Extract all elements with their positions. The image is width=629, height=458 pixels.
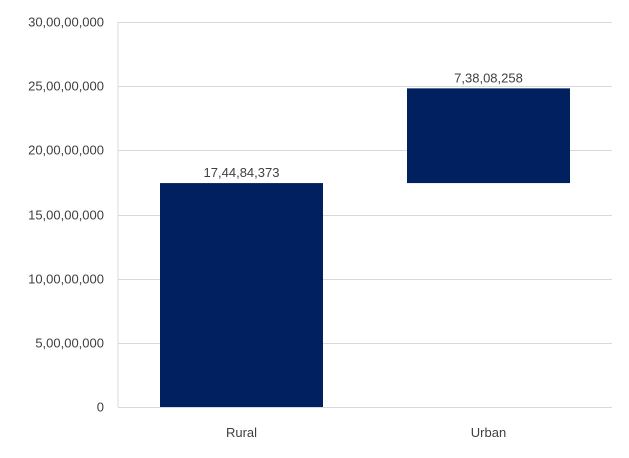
y-tick-label: 5,00,00,000 xyxy=(35,336,104,351)
y-tick-label: 0 xyxy=(97,400,104,415)
bars xyxy=(160,88,570,407)
y-tick-label: 15,00,00,000 xyxy=(28,208,104,223)
y-tick-label: 25,00,00,000 xyxy=(28,79,104,94)
bar-urban xyxy=(407,88,570,184)
bar-rural xyxy=(160,183,323,407)
y-tick-label: 30,00,00,000 xyxy=(28,15,104,30)
y-tick-label: 10,00,00,000 xyxy=(28,272,104,287)
data-label: 17,44,84,373 xyxy=(204,165,280,180)
y-axis-tick-labels: 0 5,00,00,000 10,00,00,000 15,00,00,000 20,0… xyxy=(28,15,104,415)
x-category-label: Urban xyxy=(471,425,506,440)
data-labels: 17,44,84,373 7,38,08,258 xyxy=(204,70,523,180)
x-category-label: Rural xyxy=(226,425,257,440)
y-tick-label: 20,00,00,000 xyxy=(28,143,104,158)
data-label: 7,38,08,258 xyxy=(454,70,523,85)
x-axis-category-labels: Rural Urban xyxy=(226,425,506,440)
